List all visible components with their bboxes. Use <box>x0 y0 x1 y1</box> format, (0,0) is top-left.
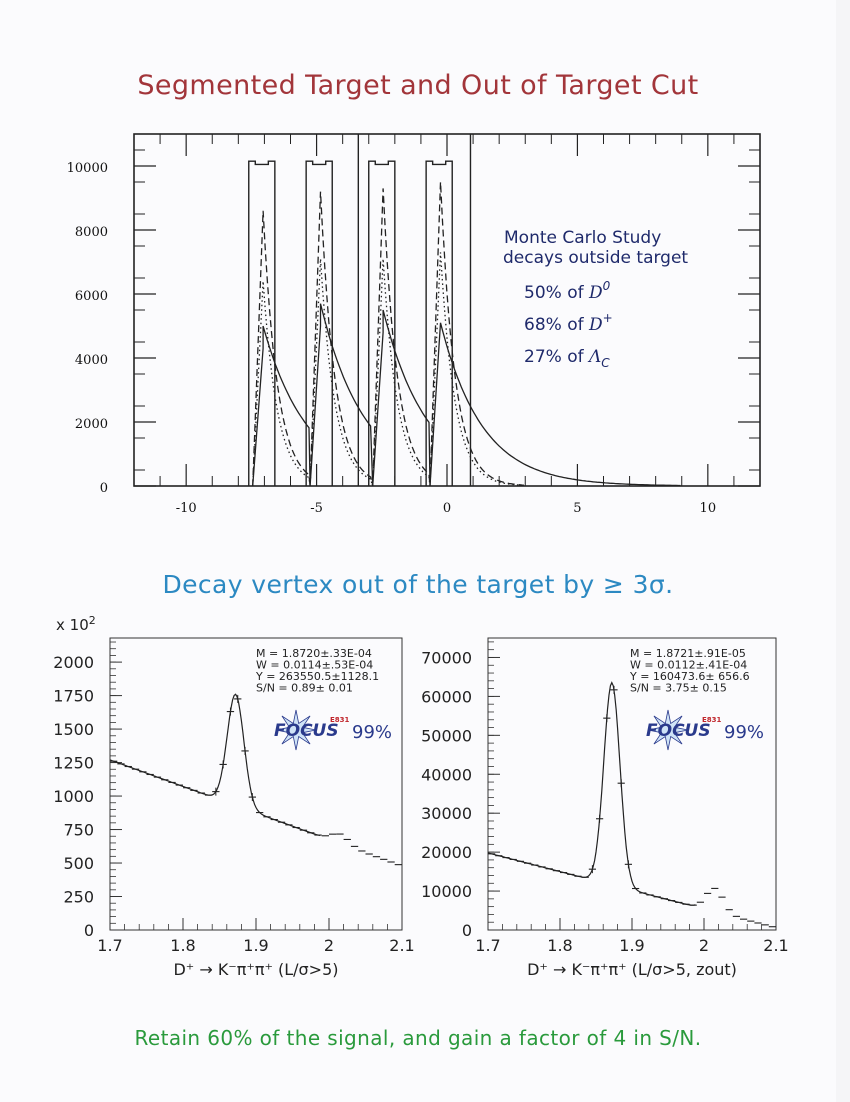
x-tick-label: 5 <box>573 501 581 516</box>
annotation-item: 68% of D+ <box>524 311 613 335</box>
y-multiplier-base: x 10 <box>56 616 89 634</box>
annotation-percent: 68% of <box>524 315 589 335</box>
x-tick-label: 2.1 <box>763 936 788 955</box>
annotation-script: C <box>601 356 610 370</box>
mass-histogram-right: 0 10000 20000 30000 40000 50000 60000 70000 1.7 1… <box>421 637 789 979</box>
y-tick-label: 1500 <box>53 720 94 739</box>
x-axis-label: D⁺ → K⁻π⁺π⁺ (L/σ>5, zout) <box>527 960 737 979</box>
x-tick-label: 1.7 <box>97 936 122 955</box>
y-tick-label: 4000 <box>75 353 108 368</box>
focus-logo: FOCUS <box>646 721 711 741</box>
y-tick-label: 40000 <box>421 765 472 784</box>
annotation-script: 0 <box>603 279 611 293</box>
target-segment-histogram <box>368 160 396 486</box>
y-tick-label: 30000 <box>421 804 472 823</box>
plot-frame <box>133 133 761 487</box>
annotation-line: Monte Carlo Study <box>504 228 661 248</box>
y-tick-label: 2000 <box>53 653 94 672</box>
fit-stat: M = 1.8721±.91E-05 <box>630 647 746 660</box>
y-tick-label: 250 <box>63 888 94 907</box>
y-tick-label: 8000 <box>75 225 108 240</box>
x-tick-label: 10 <box>700 501 717 516</box>
y-multiplier: x 102 <box>56 614 96 634</box>
decay-series-solid <box>252 303 681 487</box>
y-tick-label: 70000 <box>421 648 472 667</box>
target-segment-histogram <box>248 160 276 486</box>
e831-label: E831 <box>330 716 350 724</box>
x-tick-label: -5 <box>310 501 323 516</box>
y-tick-label: 60000 <box>421 687 472 706</box>
y-tick-label: 1750 <box>53 687 94 706</box>
mass-histogram-left: 0 250 500 750 1000 1250 1500 1750 2000 1.7 1.8 1.9 2… <box>53 614 414 979</box>
x-tick-label: 2 <box>324 936 334 955</box>
decay-series-dashed <box>252 181 524 487</box>
annotation-line: decays outside target <box>503 248 688 268</box>
x-tick-label: 1.7 <box>475 936 500 955</box>
y-tick-label: 1000 <box>53 787 94 806</box>
fit-stat: Y = 160473.6± 656.6 <box>629 670 750 683</box>
y-tick-label: 10000 <box>67 161 108 176</box>
efficiency-label: 99% <box>724 722 764 743</box>
y-tick-label: 10000 <box>421 882 472 901</box>
x-tick-label: 1.9 <box>243 936 268 955</box>
x-tick-label: 1.8 <box>170 936 195 955</box>
efficiency-label: 99% <box>352 722 392 743</box>
y-tick-label: 750 <box>63 821 94 840</box>
section-subtitle: Decay vertex out of the target by ≥ 3σ. <box>162 570 674 599</box>
annotation-script: + <box>603 311 613 325</box>
x-tick-label: 1.9 <box>619 936 644 955</box>
annotation-item: 27% of ΛC <box>524 347 610 370</box>
y-tick-label: 50000 <box>421 726 472 745</box>
fit-stat: S/N = 0.89± 0.01 <box>256 682 353 695</box>
focus-logo: FOCUS <box>274 721 339 741</box>
x-axis-label: D⁺ → K⁻π⁺π⁺ (L/σ>5) <box>173 960 338 979</box>
fit-stat: Y = 263550.5±1128.1 <box>255 670 379 683</box>
fit-curve <box>487 681 696 906</box>
x-tick-label: 2.1 <box>389 936 414 955</box>
y-tick-label: 0 <box>100 481 108 496</box>
fit-stat: W = 0.0114±.53E-04 <box>256 659 373 672</box>
y-tick-label: 500 <box>63 854 94 873</box>
fit-curve <box>109 693 321 837</box>
target-segment-histogram <box>425 160 453 486</box>
annotation-particle: Λ <box>587 347 601 367</box>
annotation-item: 50% of D0 <box>524 279 611 303</box>
x-tick-label: 0 <box>443 501 451 516</box>
y-tick-label: 2000 <box>75 417 108 432</box>
fit-stat: W = 0.0112±.41E-04 <box>630 659 747 672</box>
annotation-particle: D <box>588 283 603 303</box>
focus-star-icon <box>275 709 317 751</box>
y-tick-label: 6000 <box>75 289 108 304</box>
fit-stat: M = 1.8720±.33E-04 <box>256 647 372 660</box>
y-tick-label: 20000 <box>421 843 472 862</box>
annotation-particle: D <box>588 315 603 335</box>
x-tick-label: 1.8 <box>547 936 572 955</box>
page-title: Segmented Target and Out of Target Cut <box>137 70 699 101</box>
x-tick-label: 2 <box>699 936 709 955</box>
y-tick-label: 0 <box>84 921 94 940</box>
annotation-percent: 50% of <box>524 283 589 303</box>
annotation-percent: 27% of <box>524 347 589 367</box>
focus-star-icon <box>647 709 689 751</box>
y-tick-label: 1250 <box>53 754 94 773</box>
target-histogram-chart: 0 2000 4000 6000 8000 10000 -10 -5 0 5 10 Monte Car… <box>67 133 761 516</box>
fit-stat: S/N = 3.75± 0.15 <box>630 682 727 695</box>
decay-series-dotted <box>252 252 524 487</box>
target-segment-histogram <box>305 160 333 486</box>
footer-note: Retain 60% of the signal, and gain a fac… <box>134 1026 702 1050</box>
y-tick-label: 0 <box>462 921 472 940</box>
y-multiplier-exponent: 2 <box>89 614 96 627</box>
e831-label: E831 <box>702 716 722 724</box>
x-tick-label: -10 <box>176 501 197 516</box>
